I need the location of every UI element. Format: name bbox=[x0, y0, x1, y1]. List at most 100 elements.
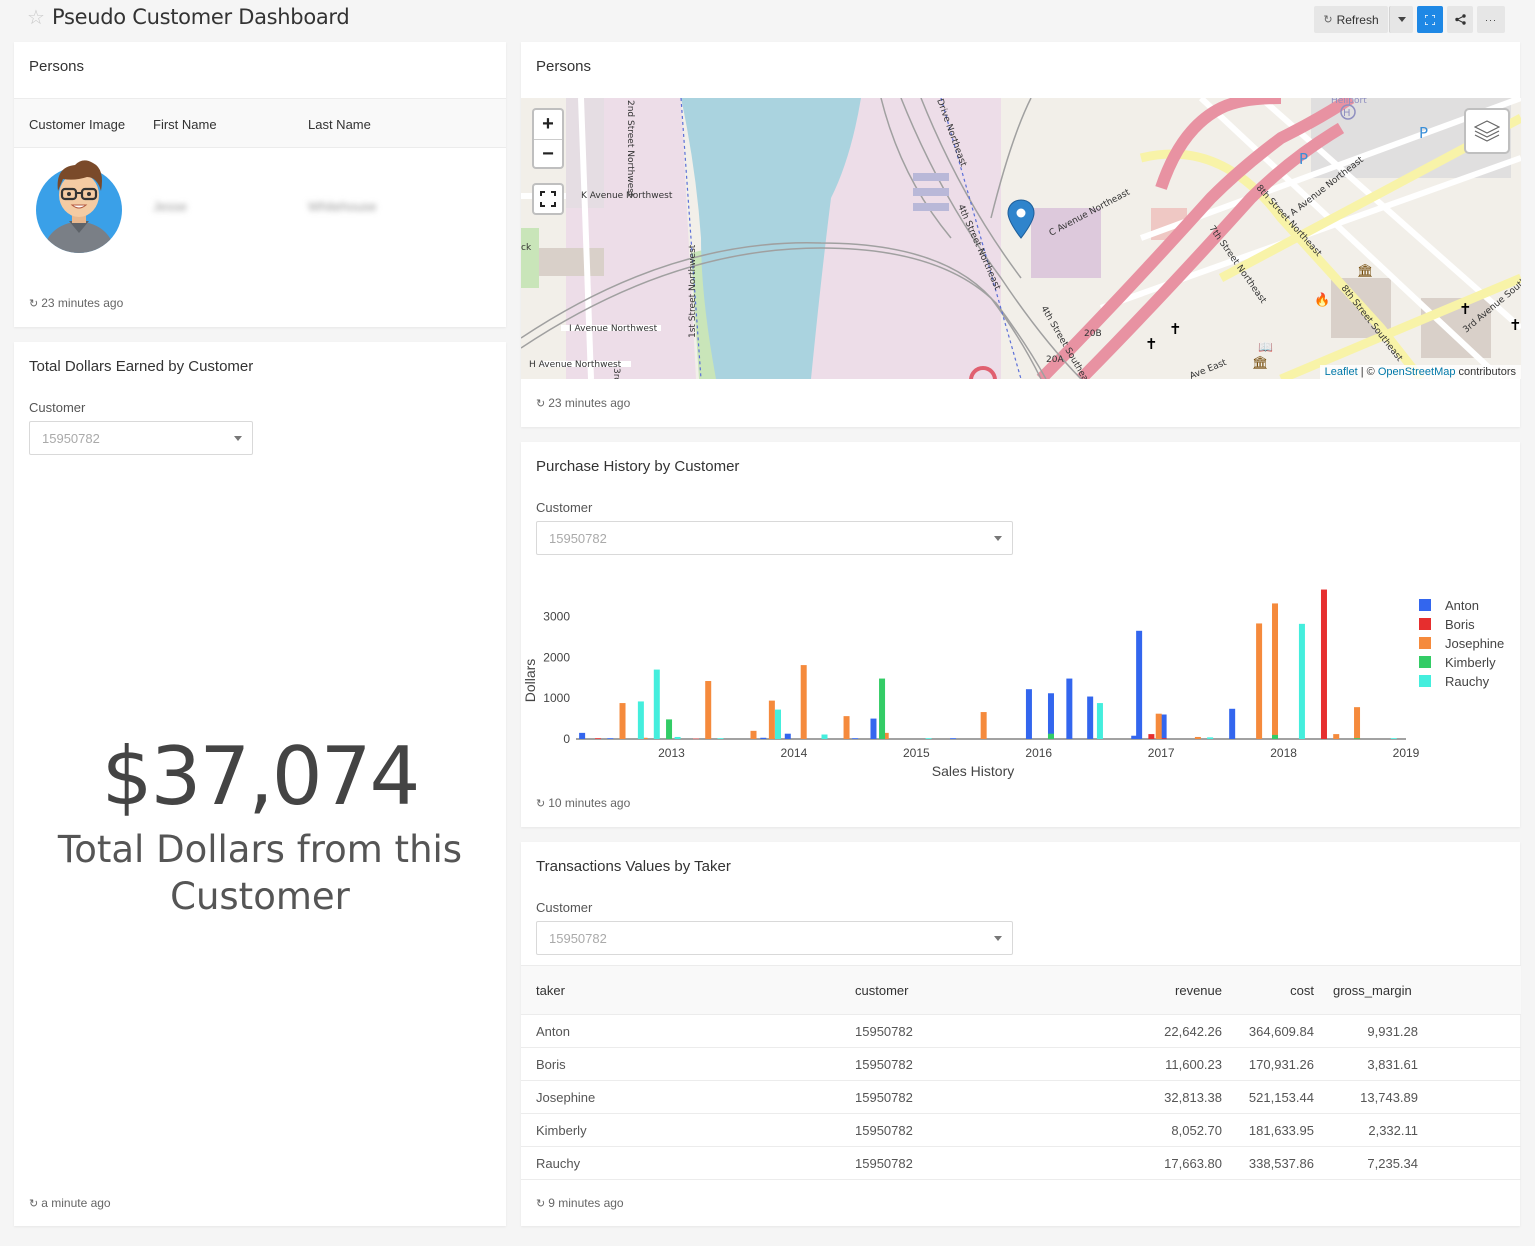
bar-josephine bbox=[768, 700, 775, 739]
bar-anton bbox=[870, 718, 877, 739]
bar-anton bbox=[1229, 708, 1236, 739]
column-header-customer[interactable]: customer bbox=[855, 983, 909, 998]
bar-kimberly bbox=[879, 678, 886, 739]
last-updated: 10 minutes ago bbox=[548, 796, 631, 810]
customer-cell: 15950782 bbox=[855, 1090, 913, 1105]
bar-anton bbox=[852, 738, 859, 739]
gross-margin-cell: 9,931.28 bbox=[1367, 1024, 1418, 1039]
refresh-icon: ↻ bbox=[1323, 14, 1333, 26]
bar-josephine bbox=[800, 665, 807, 739]
column-header-last-name[interactable]: Last Name bbox=[308, 117, 371, 132]
bar-boris bbox=[1320, 589, 1327, 739]
expand-icon bbox=[1425, 14, 1435, 25]
bar-josephine bbox=[705, 681, 712, 739]
refresh-button[interactable]: ↻ Refresh bbox=[1314, 6, 1388, 33]
column-header-taker[interactable]: taker bbox=[536, 983, 565, 998]
x-tick-label: 2014 bbox=[781, 746, 808, 760]
column-header-customer-image[interactable]: Customer Image bbox=[29, 117, 126, 132]
museum-icon: 🏛 bbox=[1357, 263, 1374, 279]
x-tick-label: 2013 bbox=[658, 746, 685, 760]
dashboard-title: Pseudo Customer Dashboard bbox=[52, 5, 350, 29]
share-button[interactable] bbox=[1447, 6, 1473, 33]
refresh-options-button[interactable] bbox=[1389, 6, 1413, 33]
bar-anton bbox=[950, 738, 957, 739]
bar-boris bbox=[692, 738, 699, 740]
revenue-cell: 22,642.26 bbox=[1164, 1024, 1222, 1039]
card-title: Persons bbox=[536, 58, 592, 75]
bar-kimberly bbox=[1272, 734, 1279, 739]
bar-rauchy bbox=[717, 738, 724, 739]
bar-josephine bbox=[641, 737, 648, 739]
refresh-icon[interactable]: ↻ bbox=[29, 297, 39, 310]
zoom-in-button[interactable]: + bbox=[542, 113, 554, 135]
bar-rauchy bbox=[653, 669, 660, 739]
svg-text:2nd Street Northwest: 2nd Street Northwest bbox=[625, 100, 635, 197]
customer-avatar bbox=[35, 155, 123, 253]
bar-josephine bbox=[882, 732, 889, 739]
bar-josephine bbox=[1272, 603, 1279, 739]
bar-rauchy bbox=[1298, 623, 1305, 739]
leaflet-link[interactable]: Leaflet bbox=[1324, 366, 1358, 378]
map-tiles[interactable]: K Avenue Northwest I Avenue Northwest H … bbox=[521, 98, 1521, 379]
refresh-label: Refresh bbox=[1336, 12, 1379, 27]
column-header-gross-margin[interactable]: gross_margin bbox=[1333, 983, 1412, 998]
bar-anton bbox=[784, 733, 791, 739]
fullscreen-button[interactable] bbox=[1417, 6, 1443, 33]
first-name-cell: Jesse bbox=[153, 199, 187, 214]
parking-icon: P bbox=[1299, 150, 1308, 168]
card-title: Persons bbox=[29, 58, 85, 75]
bar-boris bbox=[595, 738, 602, 739]
gross-margin-cell: 13,743.89 bbox=[1360, 1090, 1418, 1105]
bar-anton bbox=[1047, 693, 1054, 739]
y-axis-title: Dollars bbox=[522, 659, 538, 703]
refresh-icon[interactable]: ↻ bbox=[536, 1197, 546, 1210]
refresh-icon[interactable]: ↻ bbox=[536, 397, 546, 410]
cost-cell: 338,537.86 bbox=[1248, 1156, 1314, 1171]
customer-filter-label: Customer bbox=[536, 500, 593, 515]
zoom-out-button[interactable]: − bbox=[534, 139, 562, 168]
column-header-revenue[interactable]: revenue bbox=[1175, 983, 1222, 998]
customer-filter-label: Customer bbox=[29, 400, 86, 415]
last-updated: a minute ago bbox=[41, 1196, 111, 1210]
map-layers-button[interactable] bbox=[1464, 108, 1510, 154]
legend-label: Josephine bbox=[1445, 636, 1504, 651]
card-title: Transactions Values by Taker bbox=[536, 858, 731, 875]
map-fullscreen-button[interactable] bbox=[532, 183, 564, 215]
dashboard-toolbar: ↻ Refresh ··· bbox=[1314, 6, 1505, 33]
chevron-down-icon bbox=[994, 936, 1002, 941]
table-row: Rauchy 15950782 17,663.80 338,537.86 7,235.3… bbox=[521, 1147, 1521, 1180]
legend-swatch bbox=[1419, 675, 1431, 687]
more-options-button[interactable]: ··· bbox=[1477, 6, 1505, 33]
y-tick-label: 1000 bbox=[543, 691, 570, 705]
taker-cell: Boris bbox=[536, 1057, 566, 1072]
revenue-cell: 17,663.80 bbox=[1164, 1156, 1222, 1171]
bar-josephine bbox=[1194, 736, 1201, 739]
customer-filter-select[interactable]: 15950782 bbox=[29, 421, 253, 455]
table-row: Kimberly 15950782 8,052.70 181,633.95 2,332.… bbox=[521, 1114, 1521, 1147]
x-tick-label: 2015 bbox=[903, 746, 930, 760]
column-header-first-name[interactable]: First Name bbox=[153, 117, 217, 132]
favorite-star-icon[interactable]: ☆ bbox=[27, 7, 45, 29]
total-dollars-card: Total Dollars Earned by Customer Custome… bbox=[14, 342, 506, 1226]
map-view[interactable]: K Avenue Northwest I Avenue Northwest H … bbox=[521, 98, 1521, 379]
svg-text:1st Street Northwest: 1st Street Northwest bbox=[688, 244, 698, 338]
bar-josephine bbox=[980, 712, 987, 739]
refresh-icon[interactable]: ↻ bbox=[29, 1197, 39, 1210]
place-of-worship-icon: ✝ bbox=[1509, 316, 1521, 334]
customer-cell: 15950782 bbox=[855, 1156, 913, 1171]
bar-anton bbox=[1136, 630, 1143, 739]
purchase-history-chart[interactable]: 0 1000 2000 3000 2013 2014 2015 2016 2017 2018 201… bbox=[521, 582, 1520, 782]
column-header-cost[interactable]: cost bbox=[1290, 983, 1314, 998]
last-name-cell: Whitehouse bbox=[308, 199, 377, 214]
transactions-card: Transactions Values by Taker Customer 15… bbox=[521, 842, 1521, 1226]
y-tick-label: 2000 bbox=[543, 650, 570, 664]
customer-filter-select[interactable]: 15950782 bbox=[536, 921, 1013, 955]
customer-filter-select[interactable]: 15950782 bbox=[536, 521, 1013, 555]
card-footer: ↻ 9 minutes ago bbox=[536, 1196, 624, 1210]
cost-cell: 170,931.26 bbox=[1248, 1057, 1314, 1072]
table-row: Anton 15950782 22,642.26 364,609.84 9,931.28 bbox=[521, 1015, 1521, 1048]
purchase-history-card: Purchase History by Customer Customer 15… bbox=[521, 442, 1520, 827]
refresh-icon[interactable]: ↻ bbox=[536, 797, 546, 810]
osm-link[interactable]: OpenStreetMap bbox=[1377, 366, 1456, 378]
taker-cell: Anton bbox=[536, 1024, 570, 1039]
